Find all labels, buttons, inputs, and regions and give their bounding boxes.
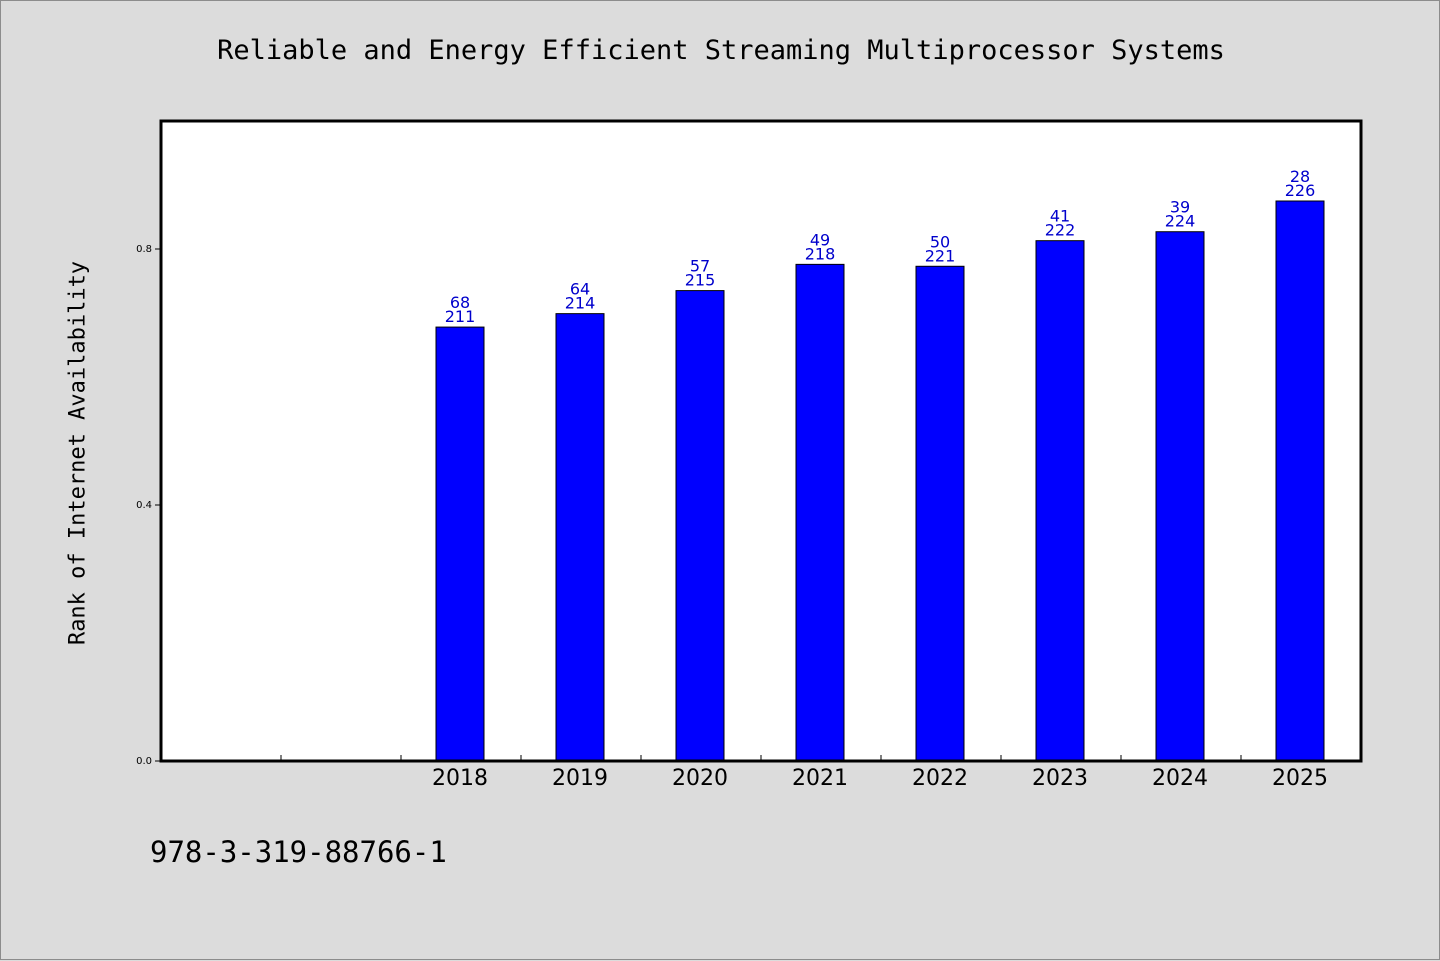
x-tick-label: 2023 [1032,766,1088,791]
bar-rank-label: 41 [1050,207,1070,226]
bar-rank-label: 49 [810,230,830,249]
x-tick-label: 2019 [552,766,608,791]
bar-value-label: 222 [1045,221,1076,240]
y-tick-label: 0.0 [136,756,152,767]
plot-frame [159,119,1363,763]
bar-value-label: 214 [565,294,596,313]
x-tick-label: 2020 [672,766,728,791]
bar-rank-label: 64 [570,280,590,299]
bar [915,265,965,762]
bar-rank-label: 57 [690,257,710,276]
bar [675,290,725,762]
bar-value-label: 211 [445,307,476,326]
bar-rank-label: 39 [1170,198,1190,217]
bar-rank-label: 50 [930,232,950,251]
y-tick-label: 0.4 [136,500,152,511]
bar [795,263,845,762]
chart-title: Reliable and Energy Efficient Streaming … [217,35,1225,66]
bar-value-label: 215 [685,271,716,290]
bar-value-label: 221 [925,246,956,265]
bar [1275,200,1325,762]
x-tick-label: 2021 [792,766,848,791]
x-tick-label: 2025 [1272,766,1328,791]
bar [435,326,485,762]
bar [1035,240,1085,762]
bar-value-label: 218 [805,244,836,263]
x-tick-label: 2018 [432,766,488,791]
bar-rank-label: 68 [450,293,470,312]
x-tick-label: 2022 [912,766,968,791]
bar-value-label: 226 [1285,181,1316,200]
x-tick-label: 2024 [1152,766,1208,791]
y-tick-label: 0.8 [136,244,152,255]
bar-rank-label: 28 [1290,167,1310,186]
bar [555,313,605,762]
bar [1155,231,1205,762]
isbn-text: 978-3-319-88766-1 [150,835,447,869]
bar-value-label: 224 [1165,212,1196,231]
